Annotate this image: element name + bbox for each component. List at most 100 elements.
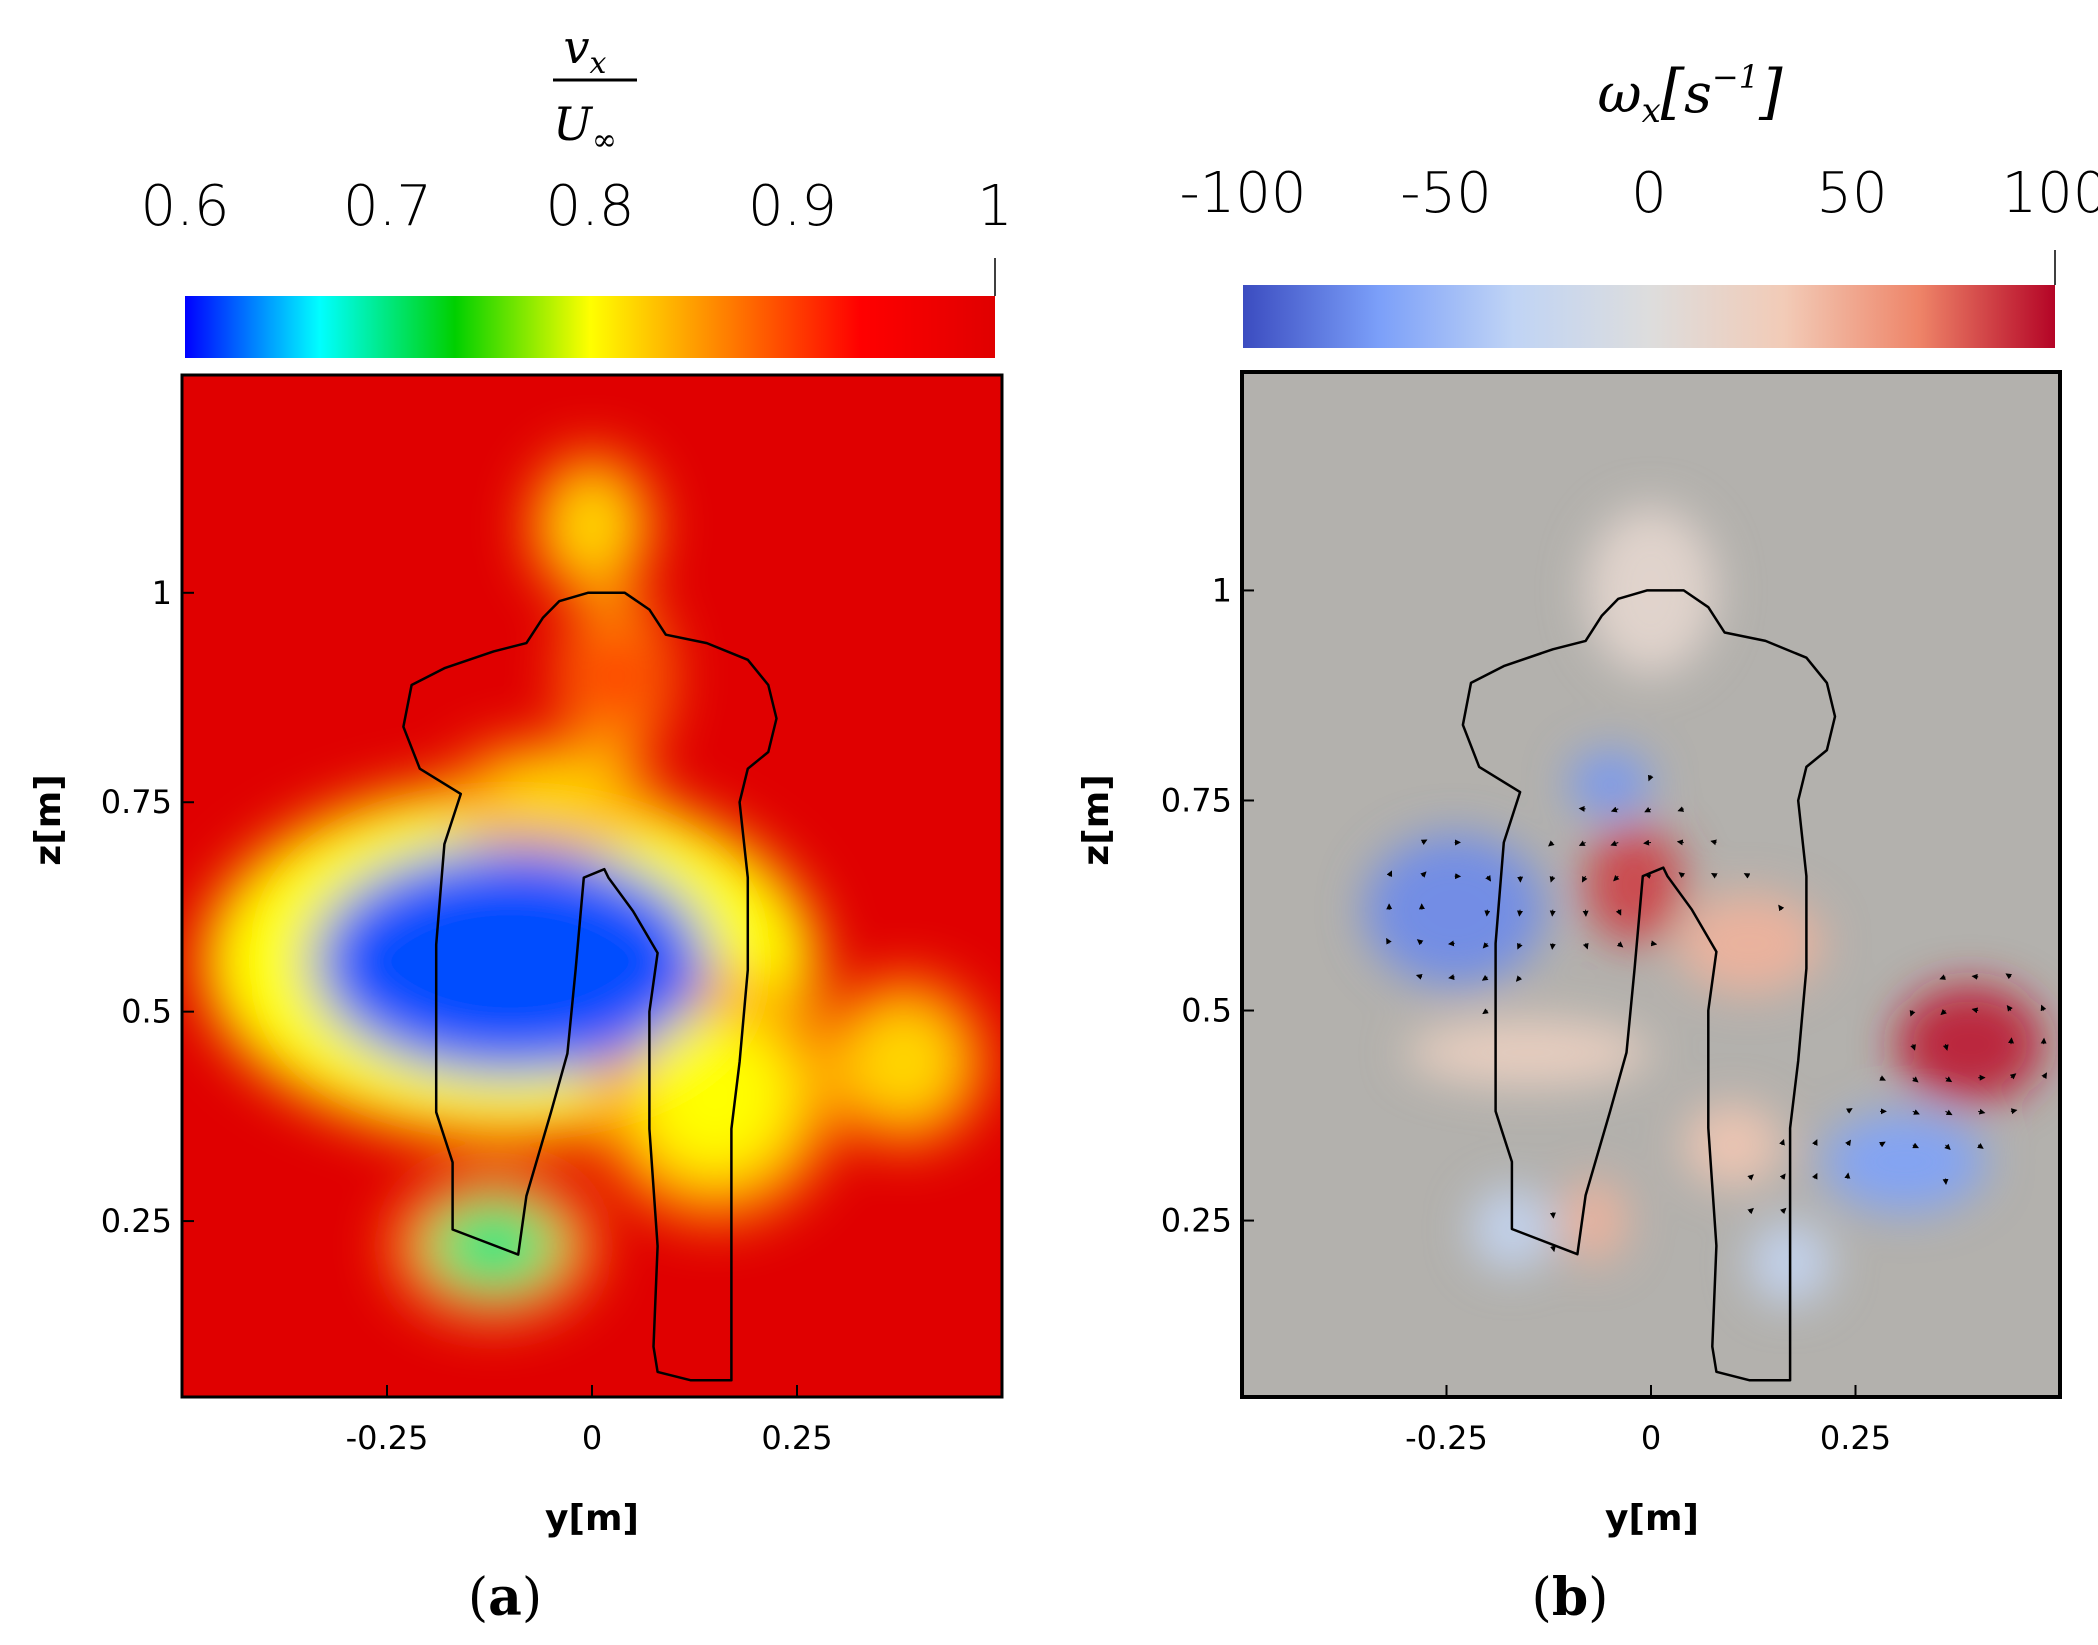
- velocity-arrow: [1610, 840, 1619, 847]
- plot-a-axes: -0.25 0 0.25 0.25 0.5 0.75 1: [101, 574, 833, 1457]
- colorbar-tick-label: 0.6: [140, 174, 229, 239]
- plot-b-axes: -0.25 0 0.25 0.25 0.5 0.75 1: [1161, 571, 1891, 1457]
- velocity-arrow: [2010, 1108, 2018, 1115]
- field-core: [485, 760, 617, 828]
- plot-b: -0.25 0 0.25 0.25 0.5 0.75 1 y[m] z[m] (b): [1076, 370, 2062, 1628]
- velocity-arrow: [1481, 974, 1489, 981]
- velocity-arrow: [1416, 939, 1424, 946]
- velocity-arrow: [2008, 1037, 2015, 1045]
- velocity-arrow: [1482, 942, 1489, 949]
- velocity-arrow: [2009, 1073, 2017, 1080]
- y-tick-label: 0.75: [1161, 781, 1232, 819]
- vortex-negative: [1569, 750, 1651, 818]
- vortex-negative: [1822, 1111, 1987, 1213]
- velocity-arrow: [1676, 839, 1684, 846]
- velocity-arrow: [2041, 1072, 2048, 1079]
- velocity-arrow: [1515, 975, 1523, 982]
- plot-a-field: [202, 452, 986, 1320]
- vortex-positive: [1896, 985, 2044, 1103]
- colorbar-tick-label: 0.8: [545, 174, 634, 239]
- velocity-arrow: [1910, 1043, 1916, 1051]
- velocity-arrow: [1549, 943, 1556, 950]
- velocity-arrow: [1650, 940, 1658, 947]
- colorbar-a-ticks: 0.6 0.7 0.8 0.9 1: [140, 174, 1012, 239]
- velocity-arrow: [1386, 870, 1393, 878]
- velocity-arrow: [1610, 806, 1619, 813]
- velocity-arrow: [1879, 1141, 1886, 1148]
- y-tick-label: 0.75: [101, 783, 172, 821]
- velocity-arrow: [1939, 974, 1946, 980]
- velocity-arrow: [1548, 840, 1555, 847]
- velocity-arrow: [1942, 1043, 1949, 1051]
- velocity-arrow: [1909, 1010, 1916, 1017]
- velocity-arrow: [1677, 806, 1685, 812]
- velocity-arrow: [1747, 1174, 1754, 1181]
- velocity-arrow: [1978, 1108, 1986, 1115]
- velocity-arrow: [1386, 937, 1392, 945]
- velocity-arrow: [1710, 839, 1717, 846]
- x-tick-label: 0: [1641, 1419, 1661, 1457]
- plot-a-body-outline: [402, 591, 778, 1382]
- colorbar-tick-label: 50: [1816, 161, 1887, 226]
- colorbar-tick-label: -100: [1179, 161, 1306, 226]
- field-core: [636, 1015, 794, 1176]
- velocity-arrow: [1420, 839, 1428, 845]
- y-tick-label: 0.5: [1181, 992, 1232, 1030]
- velocity-arrow: [1912, 1076, 1919, 1083]
- velocity-arrow: [1971, 1007, 1979, 1014]
- plot-b-ylabel: z[m]: [1076, 774, 1117, 865]
- velocity-arrow: [1581, 875, 1588, 883]
- velocity-arrow: [1747, 1207, 1754, 1215]
- velocity-arrow: [1678, 872, 1686, 879]
- velocity-arrow: [1912, 1142, 1919, 1149]
- vortex-positive: [1585, 825, 1684, 944]
- y-tick-label: 1: [152, 574, 172, 612]
- colorbar-tick-label: -50: [1400, 161, 1491, 226]
- velocity-arrow: [1517, 942, 1523, 950]
- field-core: [583, 622, 650, 731]
- velocity-arrow: [1648, 774, 1654, 782]
- plot-a: -0.25 0 0.25 0.25 0.5 0.75 1 y[m] z[m] (a): [28, 373, 1004, 1628]
- svg-text:vx: vx: [564, 20, 607, 81]
- y-tick-label: 0.25: [1161, 1202, 1232, 1240]
- vortex-positive: [1561, 1178, 1627, 1263]
- plot-b-xlabel: y[m]: [1605, 1498, 1699, 1539]
- velocity-arrow: [1517, 909, 1523, 917]
- body-silhouette: [1461, 589, 1837, 1382]
- colorbar-a-label: vx U∞: [553, 20, 637, 158]
- velocity-arrow: [1482, 1008, 1489, 1015]
- plot-a-ylabel: z[m]: [28, 774, 69, 865]
- y-tick-label: 0.25: [101, 1202, 172, 1240]
- field-core: [552, 478, 632, 573]
- colorbar-tick-label: 0.7: [343, 174, 432, 239]
- velocity-arrow: [1812, 1139, 1818, 1146]
- colorbar-a-bar: [185, 296, 995, 358]
- velocity-arrow: [1971, 973, 1979, 980]
- velocity-arrow: [1448, 974, 1455, 980]
- colorbar-tick-label: 0.9: [748, 174, 837, 239]
- velocity-arrow: [1945, 1076, 1953, 1083]
- colorbar-b-label: ωx[s−1]: [1598, 57, 1784, 131]
- vortex-positive: [1405, 1018, 1652, 1087]
- cb-a-num-sub: x: [590, 46, 607, 81]
- velocity-arrow: [1977, 1142, 1984, 1149]
- x-tick-label: 0: [582, 1419, 602, 1457]
- colorbar-b: ωx[s−1] -100 -50 0 50 100: [1179, 57, 2098, 348]
- y-tick-label: 1: [1212, 571, 1232, 609]
- velocity-arrow: [1940, 1008, 1947, 1016]
- vortex-negative: [1364, 834, 1545, 986]
- velocity-arrow: [1779, 1173, 1786, 1180]
- velocity-arrow: [1845, 1139, 1851, 1147]
- x-tick-label: 0.25: [761, 1419, 832, 1457]
- field-core: [851, 1008, 957, 1116]
- velocity-arrow: [1780, 1207, 1787, 1215]
- velocity-arrow: [1710, 872, 1718, 879]
- cb-a-num: v: [564, 20, 590, 74]
- velocity-arrow: [1846, 1108, 1853, 1114]
- velocity-arrow: [2005, 973, 2013, 980]
- velocity-arrow: [1812, 1172, 1818, 1180]
- x-tick-label: 0.25: [1820, 1419, 1891, 1457]
- velocity-arrow: [1549, 909, 1556, 917]
- colorbar-tick-label: 1: [977, 174, 1013, 239]
